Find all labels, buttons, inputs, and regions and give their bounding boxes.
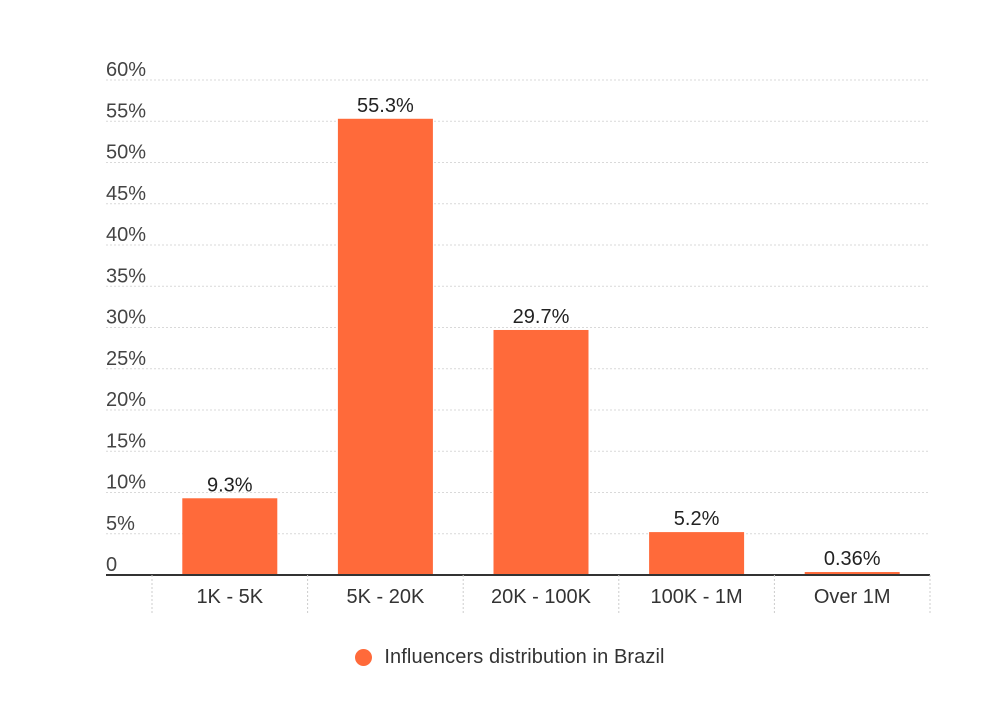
- y-tick-label: 35%: [106, 265, 146, 287]
- x-tick-label: 5K - 20K: [346, 586, 424, 608]
- x-tick-label: 100K - 1M: [650, 586, 742, 608]
- data-label: 5.2%: [674, 508, 720, 530]
- y-tick-label: 40%: [106, 224, 146, 246]
- y-tick-label: 20%: [106, 389, 146, 411]
- data-labels: 9.3% 55.3% 29.7% 5.2% 0.36%: [207, 95, 881, 570]
- x-axis: 1K - 5K 5K - 20K 20K - 100K 100K - 1M Over 1…: [106, 574, 931, 615]
- y-tick-label: 0: [106, 554, 117, 576]
- y-axis-tick-labels: 0 5% 10% 15% 20% 25% 30% 35% 40% 45% 50% 55% 60%: [106, 59, 146, 576]
- y-tick-label: 45%: [106, 183, 146, 205]
- bars: [182, 118, 900, 576]
- x-tick-label: 20K - 100K: [491, 586, 592, 608]
- data-label: 29.7%: [513, 306, 570, 328]
- legend[interactable]: Influencers distribution in Brazil: [0, 640, 1000, 674]
- legend-marker: [355, 648, 373, 666]
- y-tick-label: 15%: [106, 430, 146, 452]
- bar[interactable]: [493, 329, 589, 575]
- y-tick-label: 5%: [106, 513, 135, 535]
- bar[interactable]: [182, 498, 278, 575]
- bar[interactable]: [337, 118, 433, 576]
- x-tick-label: Over 1M: [814, 586, 891, 608]
- y-tick-label: 10%: [106, 472, 146, 494]
- bar[interactable]: [649, 532, 745, 575]
- data-label: 0.36%: [824, 548, 881, 570]
- y-tick-label: 50%: [106, 142, 146, 164]
- y-tick-label: 60%: [106, 59, 146, 81]
- data-label: 55.3%: [357, 95, 414, 117]
- y-tick-label: 25%: [106, 348, 146, 370]
- bar[interactable]: [804, 572, 900, 575]
- legend-label: Influencers distribution in Brazil: [384, 645, 665, 668]
- y-tick-label: 30%: [106, 307, 146, 329]
- data-label: 9.3%: [207, 474, 253, 496]
- x-tick-label: 1K - 5K: [196, 586, 263, 608]
- y-tick-label: 55%: [106, 100, 146, 122]
